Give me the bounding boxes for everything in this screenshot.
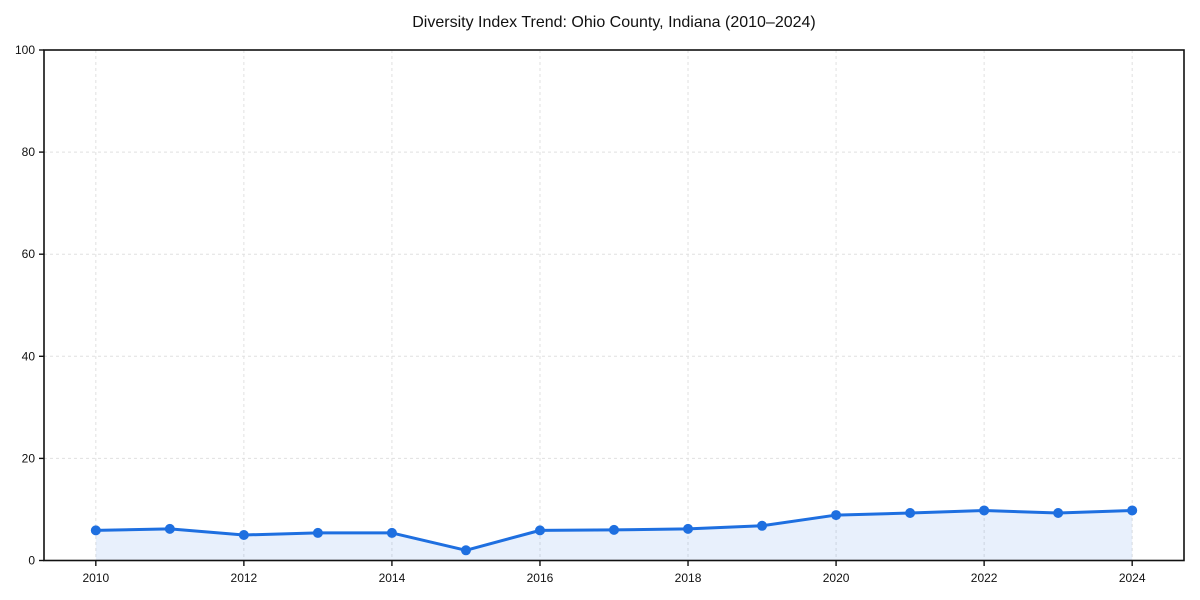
data-point-2011 [164,523,175,534]
x-tick-label-2024: 2024 [1119,571,1146,585]
data-point-2012 [238,529,249,540]
y-tick-label-60: 60 [22,247,36,261]
data-point-2020 [831,510,842,521]
data-point-2024 [1127,505,1138,516]
x-tick-label-2020: 2020 [823,571,850,585]
data-point-2013 [312,527,323,538]
data-point-2022 [979,505,990,516]
x-tick-label-2014: 2014 [379,571,406,585]
x-tick-label-2018: 2018 [675,571,702,585]
chart-title: Diversity Index Trend: Ohio County, Indi… [412,14,816,31]
data-point-2015 [460,545,471,556]
data-point-2021 [905,508,916,519]
data-point-2019 [757,520,768,531]
y-tick-label-0: 0 [28,554,35,568]
data-point-2023 [1053,508,1064,519]
y-tick-label-20: 20 [22,451,36,465]
data-point-2017 [609,524,619,535]
x-tick-label-2022: 2022 [971,571,998,585]
x-tick-label-2012: 2012 [231,571,258,585]
data-point-2014 [386,527,397,538]
data-point-2016 [534,525,545,536]
y-tick-label-100: 100 [15,43,35,57]
data-point-2010 [90,525,101,536]
data-point-2018 [683,523,694,534]
plot-border [43,49,1185,562]
y-tick-label-80: 80 [22,145,36,159]
x-tick-label-2010: 2010 [82,571,109,585]
x-tick-label-2016: 2016 [527,571,554,585]
y-tick-label-40: 40 [22,349,36,363]
area-fill [95,510,1133,561]
